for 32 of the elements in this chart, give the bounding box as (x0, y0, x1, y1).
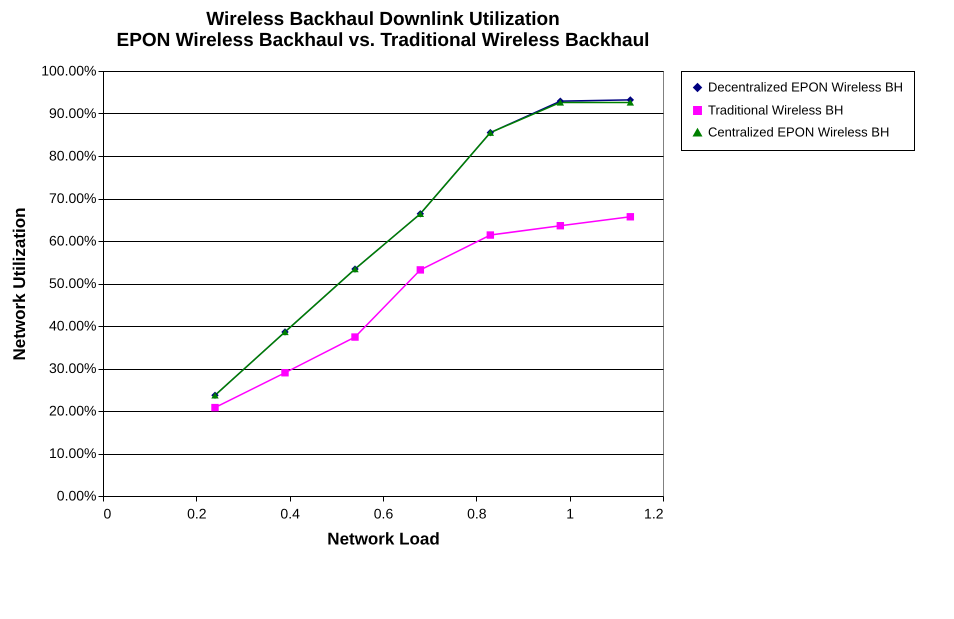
x-axis-title: Network Load (327, 530, 440, 548)
y-tick-label: 30.00% (49, 360, 96, 376)
point (211, 404, 219, 412)
legend-label: Traditional Wireless BH (708, 102, 844, 118)
x-tick-label: 0.2 (187, 506, 207, 522)
y-tick-label: 90.00% (49, 105, 96, 121)
point (626, 99, 634, 106)
y-tick-label: 40.00% (49, 318, 96, 334)
x-tick-label: 0.8 (467, 506, 487, 522)
y-tick-label: 10.00% (49, 445, 96, 461)
point (351, 333, 359, 341)
y-tick-label: 70.00% (49, 190, 96, 206)
x-tick-label: 0.4 (280, 506, 300, 522)
y-tick-label: 60.00% (49, 232, 96, 248)
y-tick-label: 0.00% (56, 488, 96, 504)
point (281, 369, 289, 376)
y-tick-label: 100.00% (41, 62, 96, 78)
y-tick-label: 80.00% (49, 148, 96, 164)
point (486, 231, 494, 239)
x-tick-label: 0.6 (374, 506, 394, 522)
point (556, 222, 564, 230)
chart-title: Wireless Backhaul Downlink Utilization EPON Wireless Backhaul vs. Traditional Wireless Backhaul (116, 9, 650, 51)
y-tick-label: 50.00% (49, 275, 96, 291)
x-tick-label: 1.2 (644, 506, 664, 522)
x-tick-label: 1 (566, 506, 574, 522)
y-tick-label: 20.00% (49, 402, 96, 418)
legend-label: Decentralized EPON Wireless BH (708, 80, 904, 94)
x-tick-label: 0 (104, 506, 112, 522)
legend-label: Centralized EPON Wireless BH (708, 124, 890, 140)
point (416, 266, 424, 274)
y-axis-title: Network Utilization (10, 207, 30, 361)
point (626, 213, 634, 220)
